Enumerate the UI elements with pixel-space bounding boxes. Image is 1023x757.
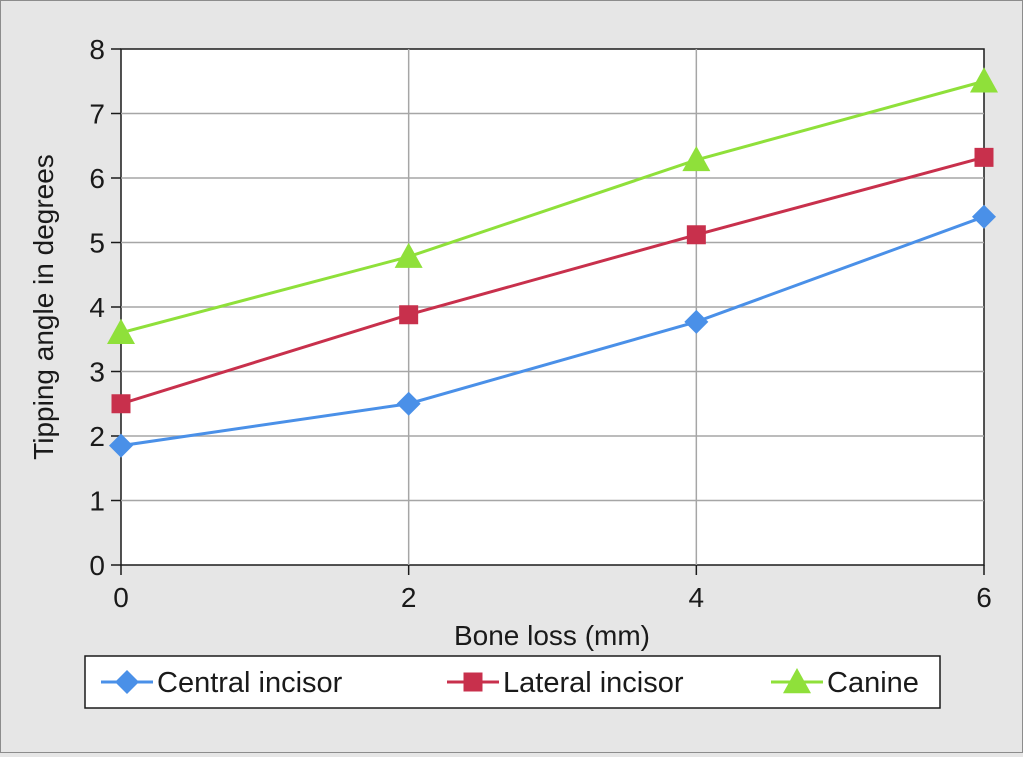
x-tick-label: 0 [113, 582, 129, 613]
y-tick-label: 6 [89, 163, 105, 194]
data-point-triangle [970, 67, 998, 93]
data-point-diamond [396, 391, 421, 416]
x-axis-title: Bone loss (mm) [454, 620, 650, 651]
data-point-diamond [972, 204, 996, 229]
y-tick-label: 0 [89, 550, 105, 581]
x-axis-ticks: 0 2 4 6 [113, 565, 992, 613]
y-axis-title: Tipping angle in degrees [28, 154, 59, 460]
y-tick-label: 1 [89, 486, 105, 517]
series-line [120, 215, 985, 448]
data-point-triangle [107, 318, 135, 344]
series-line [120, 79, 985, 335]
legend-marker-triangle [783, 668, 811, 694]
x-tick-label: 2 [401, 582, 417, 613]
y-axis-ticks: 0 1 2 3 4 5 6 7 8 [89, 34, 121, 581]
y-tick-label: 2 [89, 421, 105, 452]
legend-item-1: Lateral incisor [447, 667, 684, 699]
legend-label: Lateral incisor [503, 667, 684, 699]
data-point-diamond [684, 309, 709, 334]
data-point-square [111, 394, 131, 414]
y-tick-label: 4 [89, 292, 105, 323]
legend-label: Canine [827, 667, 919, 699]
x-tick-label: 4 [689, 582, 705, 613]
data-point-triangle [394, 242, 423, 268]
grid [121, 49, 984, 565]
data-point-square [399, 305, 419, 325]
series-1 [111, 147, 994, 414]
y-tick-label: 8 [89, 34, 105, 65]
legend-marker-diamond [115, 670, 139, 694]
data-point-square [974, 147, 994, 167]
legend-item-2: Canine [771, 667, 919, 699]
series-0 [109, 204, 996, 458]
data-point-square [686, 225, 706, 245]
legend-marker-square [463, 672, 483, 692]
x-tick-label: 6 [976, 582, 992, 613]
data-point-triangle [682, 145, 711, 172]
legend: Central incisor Lateral incisor Canine [101, 667, 919, 699]
series-line [120, 155, 985, 406]
y-tick-label: 5 [89, 228, 105, 259]
legend-item-0: Central incisor [101, 667, 343, 699]
y-tick-label: 7 [89, 99, 105, 130]
data-point-diamond [109, 433, 133, 458]
series-group [107, 67, 998, 458]
series-2 [107, 67, 998, 344]
legend-label: Central incisor [157, 667, 343, 699]
y-tick-label: 3 [89, 357, 105, 388]
